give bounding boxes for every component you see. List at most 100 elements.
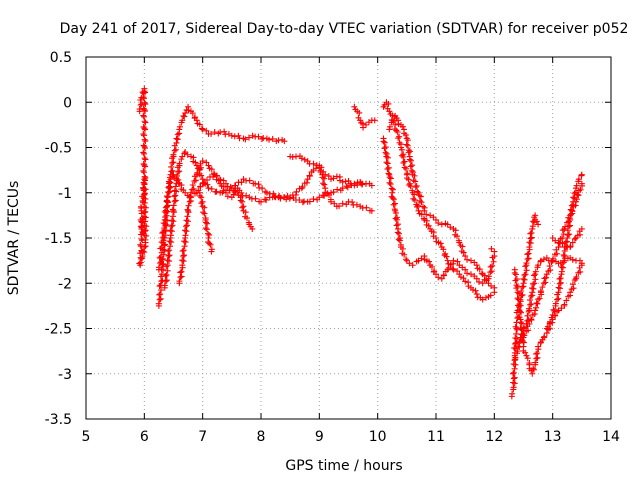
data-point — [512, 354, 519, 361]
x-tick-label: 13 — [544, 429, 562, 445]
data-point — [450, 257, 457, 264]
data-point — [479, 296, 486, 303]
x-tick-label: 9 — [315, 429, 324, 445]
data-point — [181, 227, 188, 234]
data-point — [181, 150, 188, 157]
data-point — [356, 109, 363, 116]
data-point — [263, 189, 270, 196]
x-axis-ticks: 5 6 7 8 9 10 11 12 13 14 — [82, 57, 620, 445]
data-point — [280, 194, 287, 201]
data-point — [255, 133, 262, 140]
data-point — [410, 195, 417, 202]
data-point — [140, 213, 147, 220]
data-point — [386, 108, 393, 115]
data-point — [140, 185, 147, 192]
x-axis-label: GPS time / hours — [285, 458, 402, 474]
data-point — [176, 278, 183, 285]
data-point — [192, 177, 199, 184]
data-point — [438, 275, 445, 282]
data-point — [390, 196, 397, 203]
data-point — [326, 192, 333, 199]
series-arc-4 — [161, 149, 375, 291]
data-point — [227, 183, 234, 190]
data-point — [566, 231, 573, 238]
data-point — [164, 194, 171, 201]
series-arc-18 — [549, 225, 585, 251]
data-point — [255, 181, 262, 188]
data-point — [519, 291, 526, 298]
data-point — [293, 188, 300, 195]
data-point — [140, 105, 147, 112]
data-point — [512, 277, 519, 284]
data-point — [231, 133, 238, 140]
data-point — [161, 208, 168, 215]
x-tick-label: 11 — [427, 429, 445, 445]
data-point — [550, 255, 557, 262]
data-point — [188, 189, 194, 196]
data-point — [371, 117, 378, 124]
data-point — [198, 194, 205, 201]
data-point — [384, 160, 391, 167]
data-point — [298, 155, 305, 162]
data-point — [396, 133, 403, 140]
data-point — [334, 186, 341, 193]
data-point — [161, 282, 168, 289]
data-point — [435, 274, 442, 281]
data-point — [313, 165, 320, 172]
data-point — [141, 244, 148, 251]
data-point — [156, 291, 163, 298]
data-point — [535, 221, 542, 228]
data-point — [550, 306, 557, 313]
data-point — [564, 235, 571, 241]
data-point — [156, 260, 163, 267]
data-point — [142, 108, 149, 115]
data-point — [571, 277, 578, 284]
data-point — [384, 154, 391, 161]
data-point — [489, 262, 496, 269]
data-point — [160, 229, 167, 236]
data-point — [270, 190, 277, 197]
data-point — [513, 330, 520, 337]
x-tick-label: 14 — [602, 429, 620, 445]
data-point — [155, 264, 162, 271]
data-point — [488, 245, 495, 252]
data-point — [163, 271, 170, 278]
data-point — [530, 281, 537, 288]
data-point — [169, 213, 176, 220]
data-point — [532, 359, 539, 366]
data-point — [383, 159, 390, 166]
data-point — [555, 239, 562, 246]
data-point — [140, 123, 147, 130]
data-point — [306, 198, 313, 205]
data-point — [537, 288, 544, 295]
chart-title: Day 241 of 2017, Sidereal Day-to-day VTE… — [60, 21, 629, 37]
data-point — [526, 239, 533, 246]
data-point — [389, 186, 396, 193]
data-point — [140, 142, 147, 149]
data-point — [205, 162, 212, 169]
series-arc-15 — [511, 254, 585, 364]
data-point — [533, 350, 540, 357]
data-point — [316, 164, 323, 171]
data-point — [414, 188, 421, 195]
data-point — [526, 297, 533, 304]
data-point — [402, 131, 409, 138]
data-point — [189, 186, 196, 193]
data-point — [206, 240, 213, 247]
data-point — [139, 228, 146, 235]
data-point — [533, 218, 540, 225]
data-point — [193, 117, 200, 124]
data-point — [242, 136, 249, 143]
data-point — [393, 216, 400, 223]
x-tick-label: 7 — [198, 429, 207, 445]
data-point — [520, 324, 527, 331]
data-point — [406, 148, 413, 155]
data-point — [181, 238, 188, 245]
data-point — [525, 327, 532, 334]
data-point — [510, 361, 517, 368]
data-point — [430, 214, 437, 221]
data-point — [159, 230, 166, 237]
data-point — [200, 209, 207, 216]
data-point — [426, 258, 433, 265]
data-point — [403, 175, 410, 182]
